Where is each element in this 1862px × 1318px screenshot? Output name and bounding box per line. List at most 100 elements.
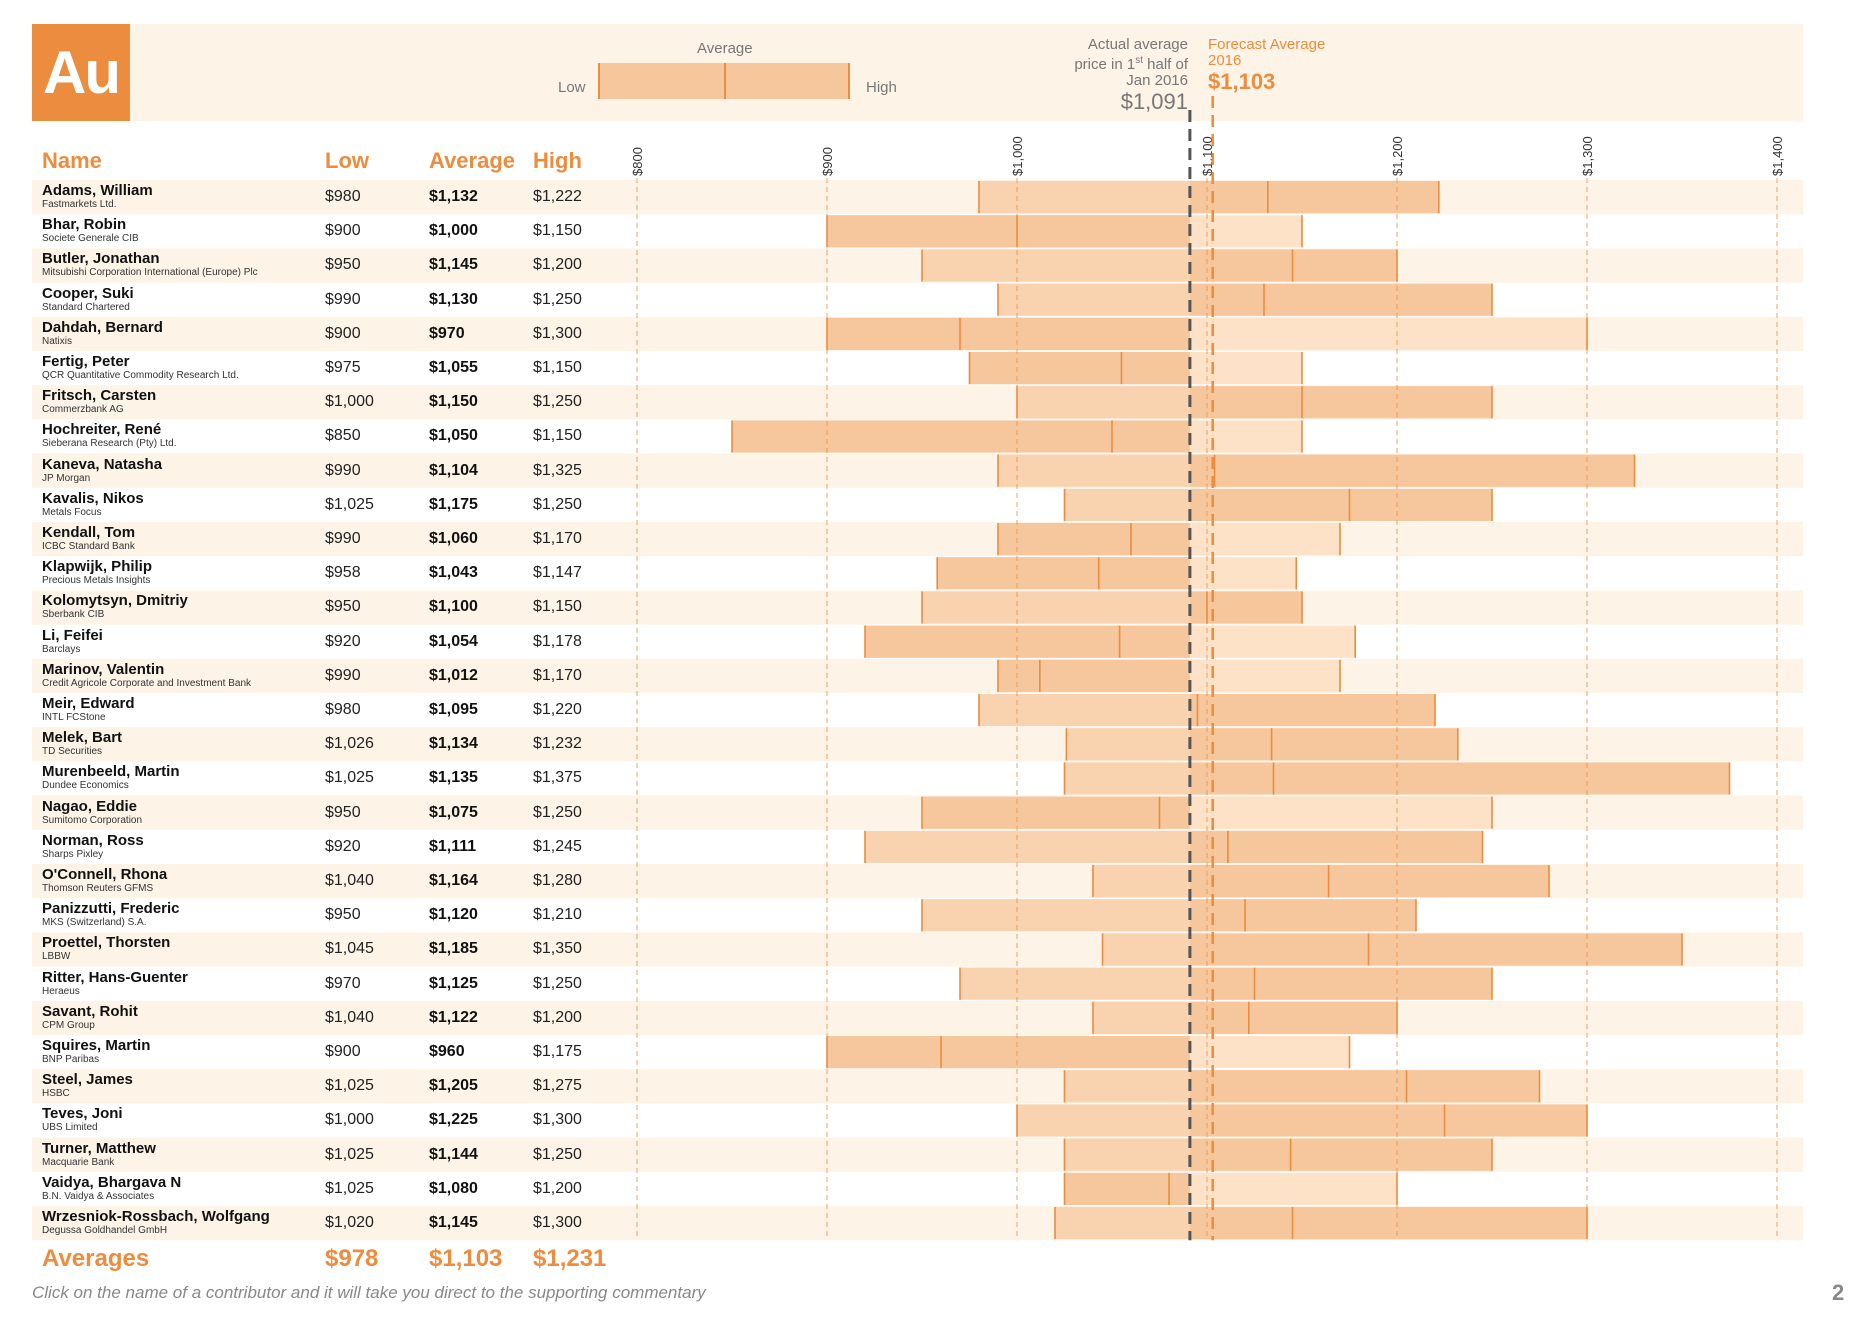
contributor-name[interactable]: Kendall, Tom (42, 524, 136, 541)
row-band (32, 1137, 1803, 1172)
low-value: $900 (325, 1043, 361, 1060)
high-value: $1,232 (533, 735, 582, 753)
contributor-name[interactable]: Fertig, Peter (42, 353, 130, 370)
average-value: $1,132 (429, 188, 478, 205)
low-value: $1,025 (325, 1077, 374, 1095)
low-value: $975 (325, 359, 361, 376)
average-value: $1,122 (429, 1008, 478, 1026)
row-band (32, 590, 1803, 625)
contributor-org: Natixis (42, 335, 73, 347)
range-bar-lower (998, 283, 1190, 316)
contributor-name[interactable]: Hochreiter, René (42, 421, 162, 439)
range-bar-upper (1189, 1207, 1587, 1240)
average-value: $1,205 (429, 1077, 478, 1095)
contributor-name[interactable]: Kaneva, Natasha (42, 455, 163, 473)
contributor-name[interactable]: Dahdah, Bernard (42, 318, 163, 336)
high-value: $1,250 (533, 393, 582, 411)
range-bar-lower (969, 352, 1190, 385)
contributor-org: B.N. Vaidya & Associates (42, 1190, 155, 1202)
row-band (32, 727, 1803, 762)
row-band (32, 522, 1803, 557)
average-value: $1,134 (429, 735, 478, 753)
range-bar-lower (827, 317, 1190, 350)
contributor-name[interactable]: Adams, William (42, 182, 153, 199)
contributor-name[interactable]: Turner, Matthew (42, 1139, 156, 1157)
contributor-name[interactable]: Ritter, Hans-Guenter (42, 968, 188, 986)
contributor-name[interactable]: Kavalis, Nikos (42, 489, 144, 507)
x-tick-label: $900 (820, 147, 835, 176)
contributor-name[interactable]: Cooper, Suki (42, 284, 134, 302)
average-value: $1,111 (429, 837, 477, 855)
low-value: $950 (325, 803, 361, 821)
contributor-name[interactable]: Steel, James (42, 1071, 133, 1089)
range-bar-lower (937, 557, 1190, 590)
averages-high: $1,231 (533, 1245, 607, 1272)
contributor-org: Dundee Economics (42, 780, 129, 792)
average-value: $1,055 (429, 359, 478, 376)
actual-caption-line1: Actual average (1087, 36, 1188, 53)
contributor-name[interactable]: Nagao, Eddie (42, 797, 138, 815)
x-tick-label: $1,400 (1770, 136, 1785, 176)
average-value: $1,043 (429, 564, 478, 582)
contributor-name[interactable]: Murenbeeld, Martin (42, 763, 180, 781)
contributor-name[interactable]: Teves, Joni (42, 1105, 123, 1123)
contributor-name[interactable]: Norman, Ross (42, 831, 144, 849)
low-value: $1,025 (325, 1179, 374, 1197)
high-value: $1,200 (533, 256, 582, 274)
low-value: $1,000 (325, 393, 374, 411)
range-bar-upper (1189, 454, 1635, 487)
contributor-org: TD Securities (42, 746, 103, 758)
contributor-name[interactable]: Butler, Jonathan (42, 250, 160, 268)
contributor-org: Heraeus (42, 985, 80, 997)
average-value: $1,185 (429, 940, 478, 958)
average-value: $1,225 (429, 1111, 478, 1129)
contributor-name[interactable]: Bhar, Robin (42, 216, 127, 234)
range-bar-upper (1189, 865, 1549, 898)
range-bar-lower (1064, 1138, 1190, 1171)
high-value: $1,325 (533, 461, 582, 479)
range-bar-lower (1064, 762, 1190, 795)
range-bar-lower (998, 523, 1190, 556)
contributor-org: Sumitomo Corporation (42, 814, 143, 826)
contributor-name[interactable]: Wrzesniok-Rossbach, Wolfgang (42, 1208, 270, 1225)
contributor-name[interactable]: Kolomytsyn, Dmitriy (42, 592, 188, 610)
low-value: $900 (325, 324, 361, 342)
contributor-name[interactable]: Marinov, Valentin (42, 660, 165, 678)
column-header-average: Average (429, 148, 516, 173)
contributor-name[interactable]: O'Connell, Rhona (42, 866, 168, 883)
row-band (32, 795, 1803, 830)
page-number: 2 (1832, 1280, 1845, 1305)
average-value: $1,104 (429, 461, 478, 479)
high-value: $1,175 (533, 1043, 582, 1060)
low-value: $1,020 (325, 1214, 374, 1231)
high-value: $1,300 (533, 1111, 582, 1129)
contributor-name[interactable]: Li, Feifei (42, 626, 103, 644)
contributor-org: UBS Limited (42, 1122, 98, 1134)
contributor-name[interactable]: Meir, Edward (42, 695, 135, 712)
low-value: $900 (325, 222, 361, 240)
contributor-name[interactable]: Fritsch, Carsten (42, 387, 157, 405)
forecast-average-value: $1,103 (1208, 69, 1276, 94)
contributor-name[interactable]: Klapwijk, Philip (42, 558, 153, 576)
high-value: $1,200 (533, 1008, 582, 1026)
actual-caption-line3: Jan 2016 (1126, 72, 1188, 89)
contributor-name[interactable]: Panizzutti, Frederic (42, 900, 180, 918)
contributor-name[interactable]: Melek, Bart (42, 729, 123, 747)
contributor-name[interactable]: Proettel, Thorsten (42, 934, 171, 952)
average-value: $1,120 (429, 906, 478, 924)
range-bar-upper (1189, 283, 1492, 316)
contributor-name[interactable]: Squires, Martin (42, 1037, 151, 1054)
contributor-org: ICBC Standard Bank (42, 541, 135, 552)
range-bar-lower (1017, 1104, 1190, 1137)
row-band (32, 1000, 1803, 1035)
contributor-org: Sieberana Research (Pty) Ltd. (42, 438, 177, 450)
range-bar-upper (1189, 1001, 1397, 1034)
contributor-name[interactable]: Savant, Rohit (42, 1002, 138, 1020)
high-value: $1,245 (533, 837, 582, 855)
range-bar-lower (732, 420, 1190, 453)
range-bar-lower (922, 796, 1190, 829)
contributor-org: Thomson Reuters GFMS (42, 883, 154, 894)
average-value: $1,130 (429, 290, 478, 308)
contributor-name[interactable]: Vaidya, Bhargava N (42, 1173, 182, 1191)
